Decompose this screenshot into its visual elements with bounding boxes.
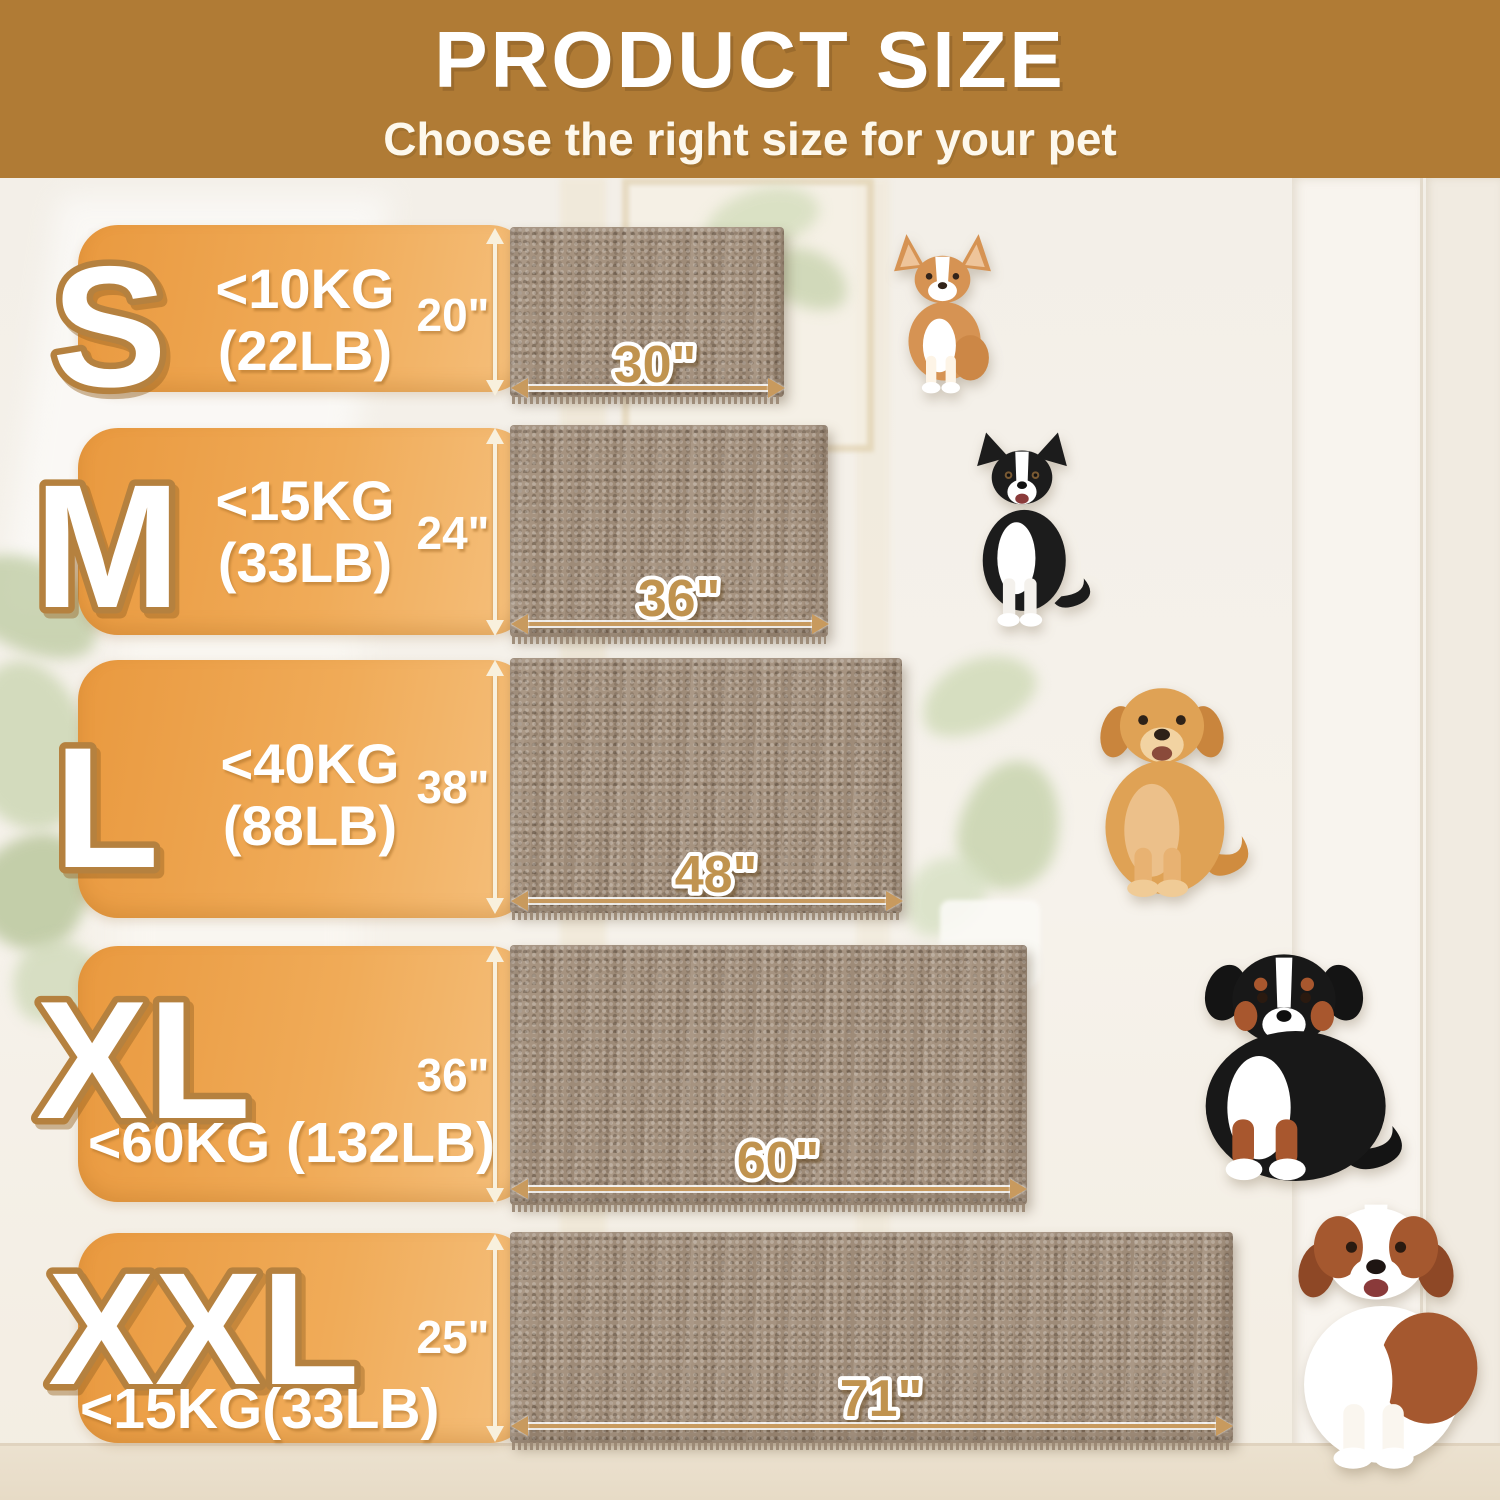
width-label-l: 48" bbox=[671, 842, 762, 908]
width-label-m: 36" bbox=[634, 566, 725, 632]
mat-size-s bbox=[510, 227, 784, 404]
weight-kg: <10KG bbox=[215, 257, 395, 320]
bernese-mountain-dog-image bbox=[1204, 954, 1402, 1181]
svg-text:S: S bbox=[52, 231, 167, 423]
width-arrow-s bbox=[528, 386, 768, 390]
size-letter-l: L bbox=[48, 706, 166, 911]
size-letter-xxl: XXL bbox=[42, 1233, 366, 1425]
weight-range-xxl: <15KG(33LB) bbox=[80, 1377, 440, 1441]
size-band-m bbox=[78, 428, 530, 635]
width-arrow-m bbox=[528, 622, 812, 626]
page-title: PRODUCT SIZE bbox=[434, 15, 1066, 104]
mat-size-l bbox=[510, 658, 902, 920]
svg-text:XL: XL bbox=[36, 966, 251, 1154]
height-label-l: 38" bbox=[416, 761, 490, 813]
size-band-xxl bbox=[78, 1233, 530, 1443]
size-letter-s: S bbox=[46, 225, 174, 430]
height-arrow-xxl bbox=[493, 1250, 497, 1426]
svg-text:60": 60" bbox=[737, 1132, 820, 1190]
weight-lb: (33LB) bbox=[217, 530, 393, 594]
corgi-image bbox=[894, 234, 991, 394]
svg-text:48": 48" bbox=[675, 846, 758, 904]
weight-range-l: <40KG (88LB) bbox=[170, 733, 450, 856]
mat-size-xl bbox=[510, 945, 1027, 1212]
size-band-xl bbox=[78, 946, 530, 1202]
weight-lb: (22LB) bbox=[217, 318, 393, 382]
door-seam bbox=[1420, 178, 1423, 1460]
mat-size-xxl bbox=[510, 1232, 1233, 1450]
width-arrow-xxl bbox=[528, 1424, 1216, 1428]
height-label-xxl: 25" bbox=[416, 1311, 490, 1363]
svg-text:L: L bbox=[54, 712, 159, 904]
weight-range-xl: <60KG (132LB) bbox=[88, 1111, 496, 1175]
weight-kg: <40KG bbox=[220, 732, 400, 795]
size-band-l bbox=[78, 660, 530, 918]
size-letter-xl: XL bbox=[30, 960, 258, 1161]
height-label-m: 24" bbox=[416, 507, 490, 559]
width-arrow-xl bbox=[528, 1187, 1010, 1191]
size-letter-m: M bbox=[28, 443, 188, 652]
height-arrow-xl bbox=[493, 962, 497, 1188]
width-label-xxl: 71" bbox=[836, 1366, 927, 1432]
height-arrow-l bbox=[493, 676, 497, 898]
floor bbox=[0, 1443, 1500, 1500]
plant-leaf bbox=[908, 638, 1048, 752]
golden-retriever-image bbox=[1100, 688, 1249, 897]
height-arrow-m bbox=[493, 444, 497, 620]
saint-bernard-image bbox=[1298, 1204, 1478, 1469]
header-banner: PRODUCT SIZE Choose the right size for y… bbox=[0, 0, 1500, 178]
weight-range-m: <15KG (33LB) bbox=[165, 470, 445, 593]
weight-lb: (88LB) bbox=[222, 793, 398, 857]
svg-text:XXL: XXL bbox=[48, 1239, 359, 1418]
border-collie-image bbox=[977, 432, 1091, 627]
width-label-xl: 60" bbox=[733, 1128, 824, 1194]
width-arrow-l bbox=[528, 899, 886, 903]
height-label-xl: 36" bbox=[416, 1049, 490, 1101]
height-arrow-s bbox=[493, 244, 497, 380]
svg-text:M: M bbox=[34, 449, 181, 645]
size-band-s bbox=[78, 225, 530, 392]
weight-kg: <15KG bbox=[215, 469, 395, 532]
height-label-s: 20" bbox=[416, 289, 490, 341]
weight-range-s: <10KG (22LB) bbox=[165, 258, 445, 381]
page-subtitle: Choose the right size for your pet bbox=[383, 113, 1117, 165]
mat-size-m bbox=[510, 425, 828, 644]
svg-text:36": 36" bbox=[638, 570, 721, 628]
svg-text:71": 71" bbox=[840, 1370, 923, 1428]
